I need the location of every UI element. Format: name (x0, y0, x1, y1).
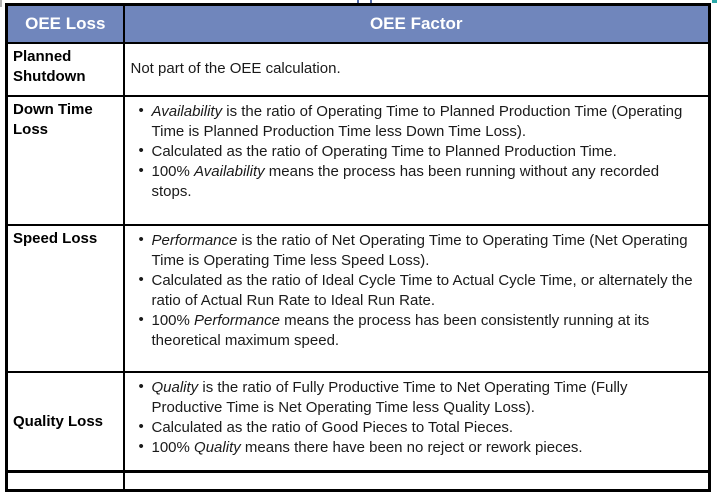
bullet-list-availability: Availability is the ratio of Operating T… (131, 101, 703, 202)
bullet-item: 100% Quality means there have been no re… (139, 437, 703, 458)
bullet-item: Quality is the ratio of Fully Productive… (139, 377, 703, 418)
factor-cell-speed-loss: Performance is the ratio of Net Operatin… (122, 224, 711, 373)
bullet-item: Calculated as the ratio of Operating Tim… (139, 141, 703, 162)
table-row-quality-loss: Quality Loss Quality is the ratio of Ful… (5, 371, 711, 473)
header-oee-loss: OEE Loss (5, 3, 125, 44)
scan-artifact-teal-tick (712, 0, 717, 3)
header-oee-factor: OEE Factor (122, 3, 711, 44)
table-row-down-time-loss: Down Time Loss Availability is the ratio… (5, 95, 711, 226)
bullet-item: 100% Availability means the process has … (139, 161, 703, 202)
oee-table-container: OEE Loss OEE Factor Planned Shutdown Not… (5, 3, 711, 492)
bullet-item: Performance is the ratio of Net Operatin… (139, 230, 703, 271)
oee-table: OEE Loss OEE Factor Planned Shutdown Not… (5, 3, 711, 492)
scan-artifact-gray-tick (0, 0, 2, 7)
bullet-item: 100% Performance means the process has b… (139, 310, 703, 351)
table-header-row: OEE Loss OEE Factor (5, 3, 711, 44)
table-row-planned-shutdown: Planned Shutdown Not part of the OEE cal… (5, 42, 711, 97)
bullet-item: Calculated as the ratio of Ideal Cycle T… (139, 270, 703, 311)
bullet-item: Availability is the ratio of Operating T… (139, 101, 703, 142)
loss-label-quality-loss: Quality Loss (5, 371, 125, 473)
bullet-list-performance: Performance is the ratio of Net Operatin… (131, 230, 703, 351)
loss-label-speed-loss: Speed Loss (5, 224, 125, 373)
table-row-clipped (5, 470, 711, 492)
loss-label-down-time-loss: Down Time Loss (5, 95, 125, 226)
factor-cell-quality-loss: Quality is the ratio of Fully Productive… (122, 371, 711, 473)
clipped-cell (5, 470, 125, 492)
factor-text-planned-shutdown: Not part of the OEE calculation. (122, 42, 711, 97)
loss-label-planned-shutdown: Planned Shutdown (5, 42, 125, 97)
factor-cell-down-time-loss: Availability is the ratio of Operating T… (122, 95, 711, 226)
bullet-list-quality: Quality is the ratio of Fully Productive… (131, 377, 703, 458)
clipped-cell (122, 470, 711, 492)
bullet-item: Calculated as the ratio of Good Pieces t… (139, 417, 703, 438)
table-row-speed-loss: Speed Loss Performance is the ratio of N… (5, 224, 711, 373)
